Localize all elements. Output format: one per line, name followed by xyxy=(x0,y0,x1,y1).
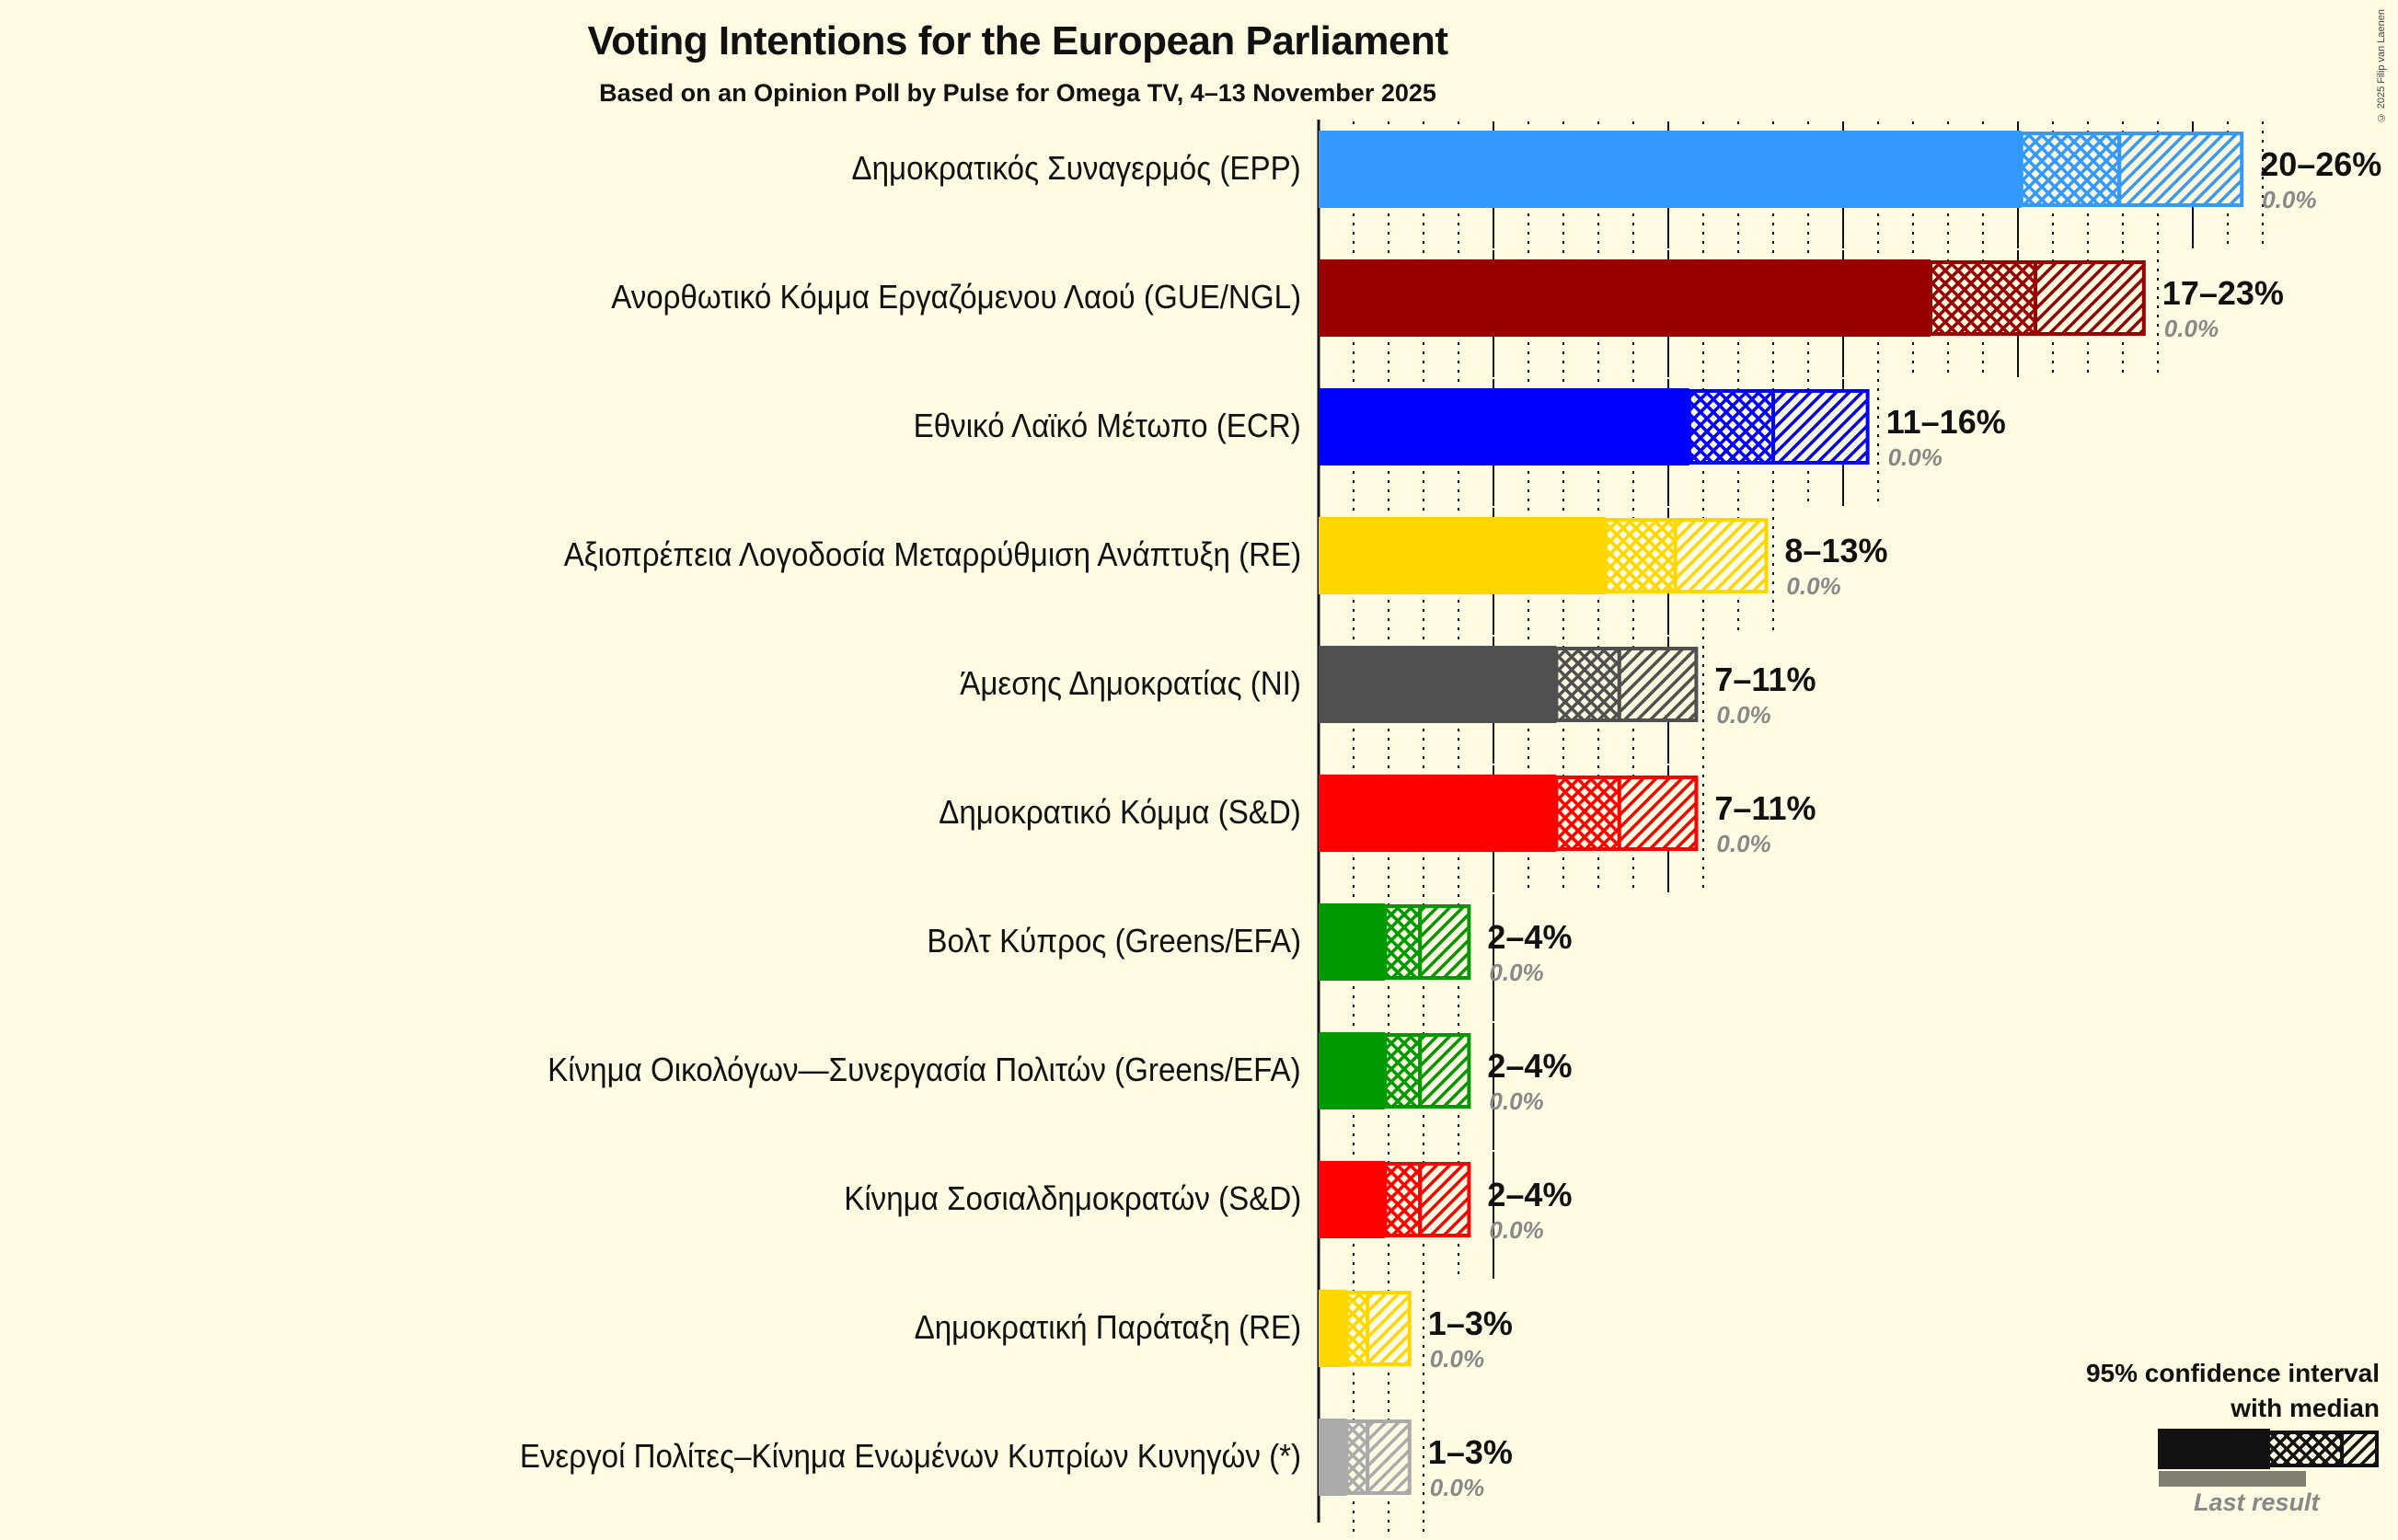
bar-ci-lower xyxy=(1554,776,1621,851)
bar-ci-upper xyxy=(1673,518,1769,593)
legend-line-2: with median xyxy=(2231,1394,2380,1422)
bar-ci-upper xyxy=(1617,776,1699,851)
last-result-label: 0.0% xyxy=(1429,1345,1485,1373)
legend-line-1: 95% confidence interval xyxy=(2085,1359,2380,1387)
bar-ci-upper xyxy=(1366,1291,1412,1366)
bar-solid xyxy=(1319,646,1557,723)
bar-solid xyxy=(1319,259,1931,337)
bar-ci-lower xyxy=(1344,1419,1370,1495)
bar-solid xyxy=(1319,1419,1347,1496)
bar-ci-upper xyxy=(1418,1033,1471,1109)
bar-solid xyxy=(1319,131,2022,208)
range-label: 7–11% xyxy=(1714,789,1816,827)
bar-ci-lower xyxy=(1383,904,1423,980)
bar-ci-lower xyxy=(1554,647,1621,722)
last-result-label: 0.0% xyxy=(2163,315,2219,342)
bar-solid xyxy=(1319,775,1557,852)
bar-ci-lower xyxy=(1603,518,1677,593)
bar-solid xyxy=(1319,1161,1386,1238)
bar-ci-upper xyxy=(1418,904,1471,980)
party-bar xyxy=(1319,388,1870,465)
party-bar xyxy=(1319,646,1699,723)
range-label: 8–13% xyxy=(1784,532,1888,569)
party-label: Δημοκρατική Παράταξη (RE) xyxy=(914,1308,1301,1346)
last-result-label: 0.0% xyxy=(1887,443,1943,471)
legend-title: 95% confidence interval with median xyxy=(2086,1356,2380,1426)
party-bar xyxy=(1319,131,2244,208)
legend-last-result-swatch xyxy=(2159,1471,2306,1487)
party-label: Βολτ Κύπρος (Greens/EFA) xyxy=(927,922,1301,960)
party-label: Αξιοπρέπεια Λογοδοσία Μεταρρύθμιση Ανάπτ… xyxy=(563,535,1301,573)
legend-last-result-label: Last result xyxy=(2194,1488,2320,1516)
range-label: 2–4% xyxy=(1487,918,1573,956)
last-result-label: 0.0% xyxy=(1716,830,1771,857)
last-result-label: 0.0% xyxy=(1786,572,1841,600)
range-label: 11–16% xyxy=(1885,403,2006,441)
party-label: Κίνημα Οικολόγων—Συνεργασία Πολιτών (Gre… xyxy=(548,1051,1301,1088)
party-bar xyxy=(1319,1161,1471,1238)
party-label: Ενεργοί Πολίτες–Κίνημα Ενωμένων Κυπρίων … xyxy=(519,1437,1301,1475)
bar-solid xyxy=(1319,517,1606,594)
bar-ci-upper xyxy=(2117,132,2244,207)
last-result-label: 0.0% xyxy=(1429,1474,1485,1501)
range-label: 17–23% xyxy=(2162,274,2284,312)
last-result-label: 0.0% xyxy=(1716,701,1771,729)
party-label: Εθνικό Λαϊκό Μέτωπο (ECR) xyxy=(913,407,1301,444)
range-label: 20–26% xyxy=(2260,145,2382,183)
last-result-label: 0.0% xyxy=(2262,186,2317,213)
chart-title: Voting Intentions for the European Parli… xyxy=(587,18,1448,63)
bar-solid xyxy=(1319,388,1689,465)
bar-ci-lower xyxy=(1383,1162,1423,1237)
range-label: 2–4% xyxy=(1487,1047,1573,1085)
party-bar xyxy=(1319,903,1471,981)
party-bar xyxy=(1319,1032,1471,1109)
last-result-label: 0.0% xyxy=(1489,1216,1544,1244)
party-label: Κίνημα Σοσιαλδημοκρατών (S&D) xyxy=(843,1179,1301,1217)
party-bar xyxy=(1319,1290,1412,1367)
bar-ci-upper xyxy=(2034,260,2146,336)
party-label: Άμεσης Δημοκρατίας (NI) xyxy=(960,664,1301,702)
party-bar xyxy=(1319,775,1699,852)
bar-ci-lower xyxy=(1929,260,2037,336)
range-label: 2–4% xyxy=(1487,1176,1573,1213)
chart-subtitle: Based on an Opinion Poll by Pulse for Om… xyxy=(599,79,1436,107)
range-label: 1–3% xyxy=(1427,1433,1513,1471)
bar-solid xyxy=(1319,1290,1347,1367)
bar-ci-upper xyxy=(1418,1162,1471,1237)
bar-ci-upper xyxy=(1366,1419,1412,1495)
bar-ci-lower xyxy=(1383,1033,1423,1109)
bar-ci-upper xyxy=(1617,647,1699,722)
last-result-label: 0.0% xyxy=(1489,1087,1544,1115)
party-bar xyxy=(1319,517,1769,594)
party-label: Ανορθωτικό Κόμμα Εργαζόμενου Λαού (GUE/N… xyxy=(611,278,1301,316)
bar-solid xyxy=(1319,903,1386,981)
last-result-label: 0.0% xyxy=(1489,959,1544,986)
bar-ci-lower xyxy=(1687,389,1776,465)
bar-solid xyxy=(1319,1032,1386,1109)
legend-swatch xyxy=(2158,1429,2379,1487)
bar-ci-lower xyxy=(2019,132,2122,207)
bar-ci-upper xyxy=(1771,389,1870,465)
range-label: 1–3% xyxy=(1427,1304,1513,1342)
party-bar xyxy=(1319,259,2146,337)
party-label: Δημοκρατικό Κόμμα (S&D) xyxy=(939,793,1301,831)
range-label: 7–11% xyxy=(1714,661,1816,698)
party-bar xyxy=(1319,1419,1412,1496)
bar-ci-lower xyxy=(1344,1291,1370,1366)
party-label: Δημοκρατικός Συναγερμός (EPP) xyxy=(851,149,1301,187)
